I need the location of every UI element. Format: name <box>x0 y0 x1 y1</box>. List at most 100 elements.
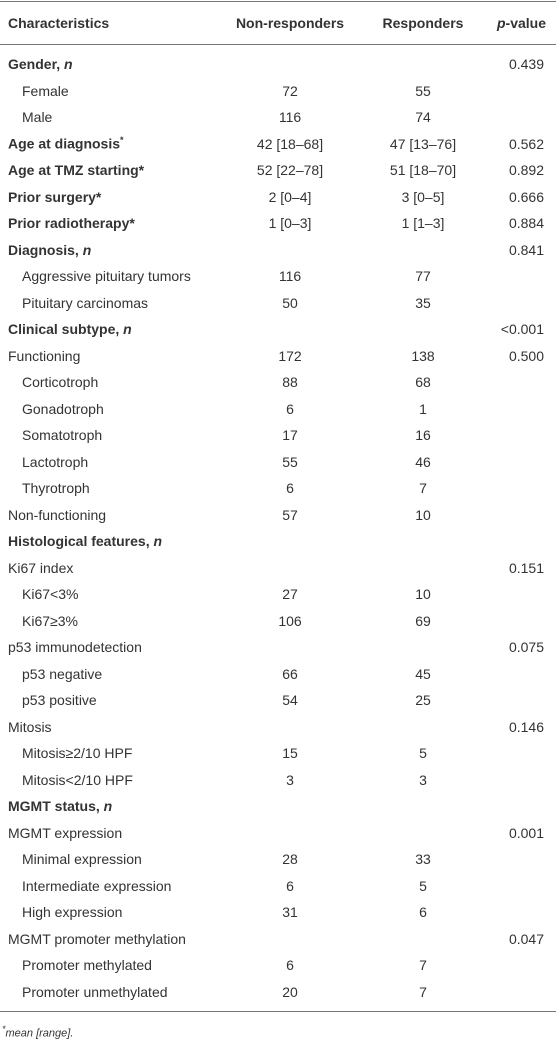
table-row: Non-functioning 57 10 <box>0 502 556 529</box>
label-text: MGMT expression <box>8 824 123 841</box>
row-label: Promoter methylated <box>0 952 228 979</box>
row-label: Ki67<3% <box>0 581 228 608</box>
label-text: Thyrotroph <box>22 480 90 497</box>
cell: 6 <box>286 480 294 497</box>
cell: 0.892 <box>508 162 544 179</box>
header-row: Characteristics Non-responders Responder… <box>0 1 556 45</box>
header-text: -value <box>505 15 546 31</box>
data-table: Characteristics Non-responders Responder… <box>0 1 556 1012</box>
label-text: Lactotroph <box>22 453 89 470</box>
cell: 31 <box>282 904 298 921</box>
header-cell: p-value <box>494 1 556 45</box>
label-text: Non-functioning <box>8 506 107 523</box>
cell: 3 <box>286 771 294 788</box>
cell <box>494 502 556 529</box>
row-label: MGMT status, n <box>0 793 228 820</box>
cell: 6 <box>286 877 294 894</box>
cell <box>228 820 352 847</box>
cell: 72 <box>282 82 298 99</box>
cell: 7 <box>419 957 427 974</box>
table-row: Ki67<3% 27 10 <box>0 581 556 608</box>
table-row: Age at diagnosis* 42 [18–68] 47 [13–76] 0.5… <box>0 131 556 158</box>
cell: 0.841 <box>508 241 544 258</box>
cell: 1 <box>419 400 427 417</box>
table-row: Female 72 55 <box>0 78 556 105</box>
table-row: Aggressive pituitary tumors 116 77 <box>0 263 556 290</box>
cell: 68 <box>415 374 431 391</box>
cell: 0.151 <box>508 559 544 576</box>
cell: 20 <box>228 978 352 1012</box>
table-row: Corticotroph 88 68 <box>0 369 556 396</box>
cell: 0.562 <box>508 135 544 152</box>
cell: 0.146 <box>508 718 544 735</box>
cell <box>228 45 352 78</box>
cell: 33 <box>415 851 431 868</box>
cell <box>494 793 556 820</box>
cell: 28 <box>282 851 298 868</box>
cell: 116 <box>278 109 302 126</box>
row-label: p53 negative <box>0 661 228 688</box>
cell: 6 <box>419 904 427 921</box>
cell: 1 [1–3] <box>401 215 445 232</box>
label-text: p53 negative <box>22 665 103 682</box>
cell: 27 <box>282 586 298 603</box>
table-row: p53 positive 54 25 <box>0 687 556 714</box>
cell <box>352 714 494 741</box>
cell: 17 <box>282 427 298 444</box>
table-row: Minimal expression 28 33 <box>0 846 556 873</box>
label-text: Ki67 index <box>8 559 74 576</box>
row-label: Prior radiotherapy* <box>0 210 228 237</box>
label-em: n <box>64 56 73 73</box>
table-row: Diagnosis, n 0.841 <box>0 237 556 264</box>
cell <box>228 555 352 582</box>
label-em: n <box>123 321 132 338</box>
table-row: High expression 31 6 <box>0 899 556 926</box>
cell <box>494 263 556 290</box>
label-text: Mitosis <box>8 718 52 735</box>
cell: 54 <box>282 692 298 709</box>
cell: 45 <box>415 665 431 682</box>
cell <box>494 78 556 105</box>
cell: 7 <box>419 480 427 497</box>
cell <box>494 581 556 608</box>
cell: 3 <box>419 771 427 788</box>
label-text: Corticotroph <box>22 374 99 391</box>
cell <box>494 978 556 1012</box>
header-em: p <box>496 15 506 31</box>
label-text: Prior radiotherapy* <box>8 215 135 232</box>
label-text: Gonadotroph <box>22 400 104 417</box>
cell: 6 <box>286 957 294 974</box>
row-label: MGMT expression <box>0 820 228 847</box>
cell: 0.075 <box>508 639 544 656</box>
table-row: MGMT promoter methylation 0.047 <box>0 926 556 953</box>
table-row: Mitosis 0.146 <box>0 714 556 741</box>
cell: 7 <box>352 978 494 1012</box>
table-row: p53 negative 66 45 <box>0 661 556 688</box>
table-row: Gender, n 0.439 <box>0 45 556 78</box>
cell: 55 <box>415 82 431 99</box>
table-body: Gender, n 0.439 Female 72 55 Male 116 74 Age at … <box>0 45 556 1012</box>
table-row: MGMT expression 0.001 <box>0 820 556 847</box>
cell: 66 <box>282 665 298 682</box>
cell: 88 <box>282 374 298 391</box>
row-label: Thyrotroph <box>0 475 228 502</box>
cell <box>228 793 352 820</box>
table-row: Somatotroph 17 16 <box>0 422 556 449</box>
row-label: Mitosis≥2/10 HPF <box>0 740 228 767</box>
cell: 55 <box>282 453 298 470</box>
cell: 5 <box>419 745 427 762</box>
label-text: Aggressive pituitary tumors <box>22 268 191 285</box>
row-label: Diagnosis, n <box>0 237 228 264</box>
cell: 10 <box>415 506 431 523</box>
row-label: Age at diagnosis* <box>0 131 228 158</box>
cell <box>352 820 494 847</box>
row-label: Gonadotroph <box>0 396 228 423</box>
header-cell: Non-responders <box>228 1 352 45</box>
cell <box>494 475 556 502</box>
row-label: High expression <box>0 899 228 926</box>
cell <box>494 899 556 926</box>
row-label: Clinical subtype, n <box>0 316 228 343</box>
label-text: Functioning <box>8 347 81 364</box>
row-label: Minimal expression <box>0 846 228 873</box>
